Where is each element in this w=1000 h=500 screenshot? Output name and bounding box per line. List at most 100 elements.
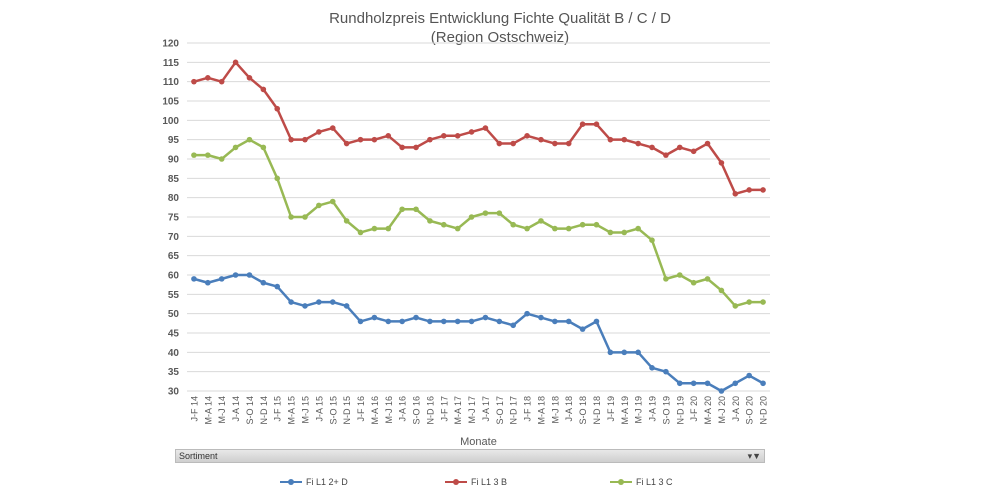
x-tick-label: N-D 16 [425, 396, 435, 425]
data-point [579, 121, 586, 127]
data-point [663, 276, 669, 282]
data-point [343, 140, 350, 147]
y-tick-label: 35 [168, 367, 180, 378]
data-point [593, 318, 600, 325]
data-point [676, 380, 683, 387]
x-tick-label: M-J 18 [550, 396, 560, 424]
data-point [621, 349, 628, 356]
x-tick-label: N-D 18 [592, 396, 602, 425]
data-point [205, 152, 211, 158]
data-point [274, 283, 281, 290]
data-point [191, 276, 197, 282]
data-point [482, 210, 489, 216]
data-point [329, 198, 336, 205]
x-tick-label: M-J 20 [717, 396, 727, 424]
y-tick-label: 85 [168, 174, 180, 185]
data-point [454, 133, 461, 139]
data-point [593, 221, 600, 228]
data-point [288, 136, 294, 143]
data-point [676, 144, 683, 151]
data-point [635, 349, 641, 356]
data-point [205, 75, 211, 81]
y-tick-label: 120 [162, 39, 179, 50]
y-tick-label: 75 [168, 213, 180, 224]
data-point [732, 303, 739, 309]
x-tick-label: S-O 20 [745, 396, 755, 425]
data-point [371, 314, 378, 321]
title-text: Rundholzpreis Entwicklung Fichte Qualitä… [329, 10, 671, 27]
y-tick-label: 40 [168, 348, 180, 359]
data-point [288, 214, 294, 220]
data-point [732, 191, 739, 197]
y-tick-label: 105 [162, 97, 179, 108]
data-point [607, 229, 614, 236]
x-tick-label: M-A 16 [370, 396, 380, 425]
data-point [607, 349, 614, 356]
x-tick-label: J-F 14 [189, 396, 199, 422]
data-point [718, 160, 725, 166]
x-tick-label: M-J 19 [634, 396, 644, 424]
data-point [357, 229, 364, 236]
data-point [232, 59, 239, 66]
data-point [288, 299, 294, 305]
y-tick-label: 100 [162, 116, 179, 127]
data-point [565, 140, 572, 147]
data-point [440, 133, 447, 139]
data-point [649, 237, 655, 243]
x-tick-label: S-O 14 [245, 396, 255, 425]
data-point [385, 225, 392, 232]
x-tick-label: J-A 20 [731, 396, 741, 422]
data-point [635, 140, 641, 147]
data-point [746, 372, 752, 379]
data-point [427, 218, 433, 224]
data-point [482, 125, 489, 131]
data-point [704, 140, 711, 147]
data-point [232, 144, 239, 151]
data-point [718, 287, 725, 294]
data-point [552, 318, 558, 325]
data-point [371, 225, 378, 232]
data-point [579, 221, 586, 228]
data-point [510, 322, 517, 329]
x-tick-label: N-D 20 [759, 396, 769, 425]
data-point [510, 221, 517, 228]
filter-icon[interactable]: ▾▼ [747, 451, 761, 461]
x-tick-label: S-O 19 [661, 396, 671, 425]
data-point [718, 388, 725, 394]
x-tick-label: J-F 19 [606, 396, 616, 422]
sortiment-filter-bar[interactable]: Sortiment ▾▼ [175, 449, 765, 463]
data-point [690, 279, 697, 286]
data-point [538, 314, 544, 321]
data-point [427, 136, 433, 143]
x-tick-label: S-O 16 [412, 396, 422, 425]
data-point [413, 206, 419, 213]
data-point [746, 187, 752, 193]
data-point [565, 318, 572, 325]
y-tick-label: 95 [168, 135, 180, 146]
data-point [413, 144, 419, 151]
data-point [371, 136, 378, 143]
x-tick-label: M-A 15 [287, 396, 297, 425]
data-point [260, 144, 267, 151]
x-tick-label: J-F 18 [523, 396, 533, 422]
x-tick-label: M-A 14 [203, 396, 213, 425]
y-tick-label: 115 [163, 58, 180, 69]
x-tick-label: J-A 15 [314, 396, 324, 422]
legend-swatch [280, 479, 302, 485]
data-point [260, 279, 267, 286]
x-tick-label: M-A 19 [620, 396, 630, 425]
data-point [496, 210, 503, 216]
data-point [454, 225, 461, 232]
data-point [468, 318, 475, 325]
data-point [732, 380, 739, 387]
data-point [510, 140, 517, 147]
data-point [329, 125, 336, 131]
data-point [538, 136, 544, 143]
x-tick-label: J-F 16 [356, 396, 366, 422]
legend-item: Fi L1 3 B [445, 477, 507, 487]
x-tick-label: S-O 15 [328, 396, 338, 425]
x-tick-label: J-A 16 [398, 396, 408, 422]
x-tick-label: M-J 15 [300, 396, 310, 424]
data-point [191, 78, 197, 85]
